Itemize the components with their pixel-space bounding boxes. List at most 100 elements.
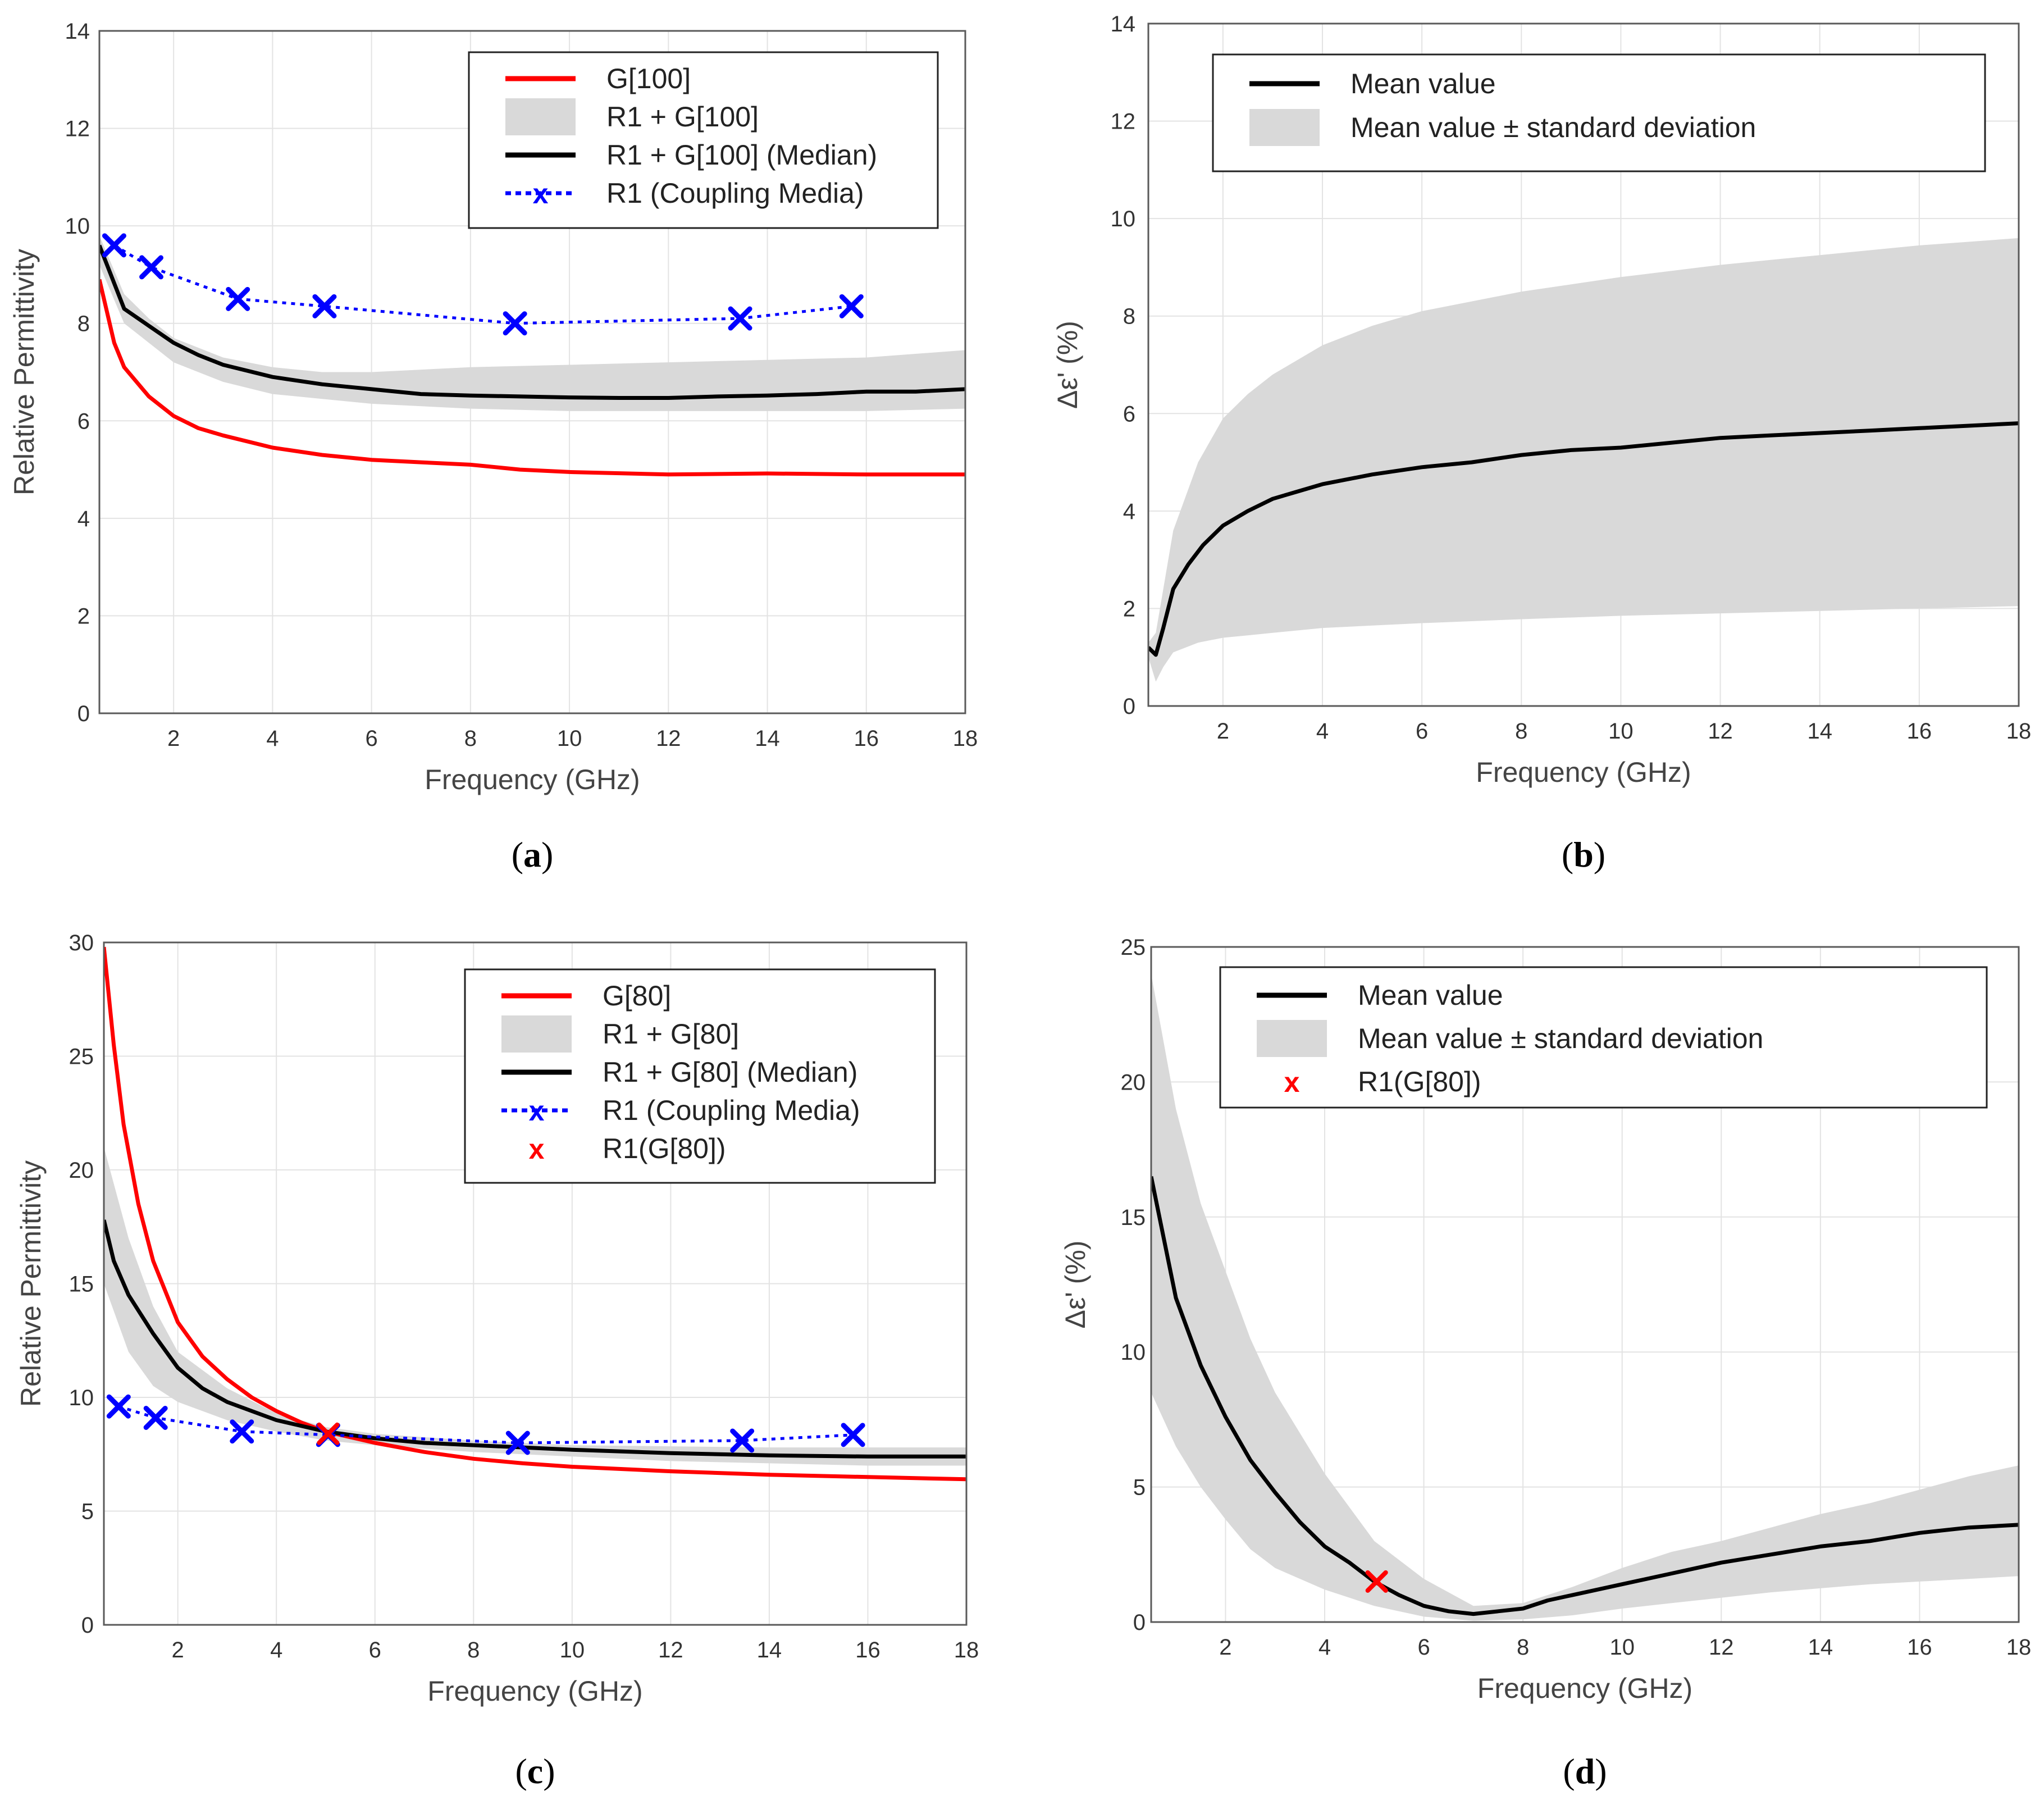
data-marker-red-x-stroke: [1365, 1570, 1388, 1593]
legend-item: G[100]: [505, 63, 691, 94]
data-marker-x-stroke: [730, 1428, 755, 1453]
x-tick-label: 14: [757, 1638, 782, 1662]
data-marker-x: [230, 1419, 254, 1444]
legend-item: Mean value: [1249, 68, 1496, 99]
legend-label: R1 (Coupling Media): [606, 177, 864, 209]
x-tick-label: 14: [1807, 719, 1832, 744]
legend-label: Mean value ± standard deviation: [1350, 112, 1756, 143]
axes-box: [1150, 946, 2020, 1623]
x-tick-label: 8: [464, 726, 477, 751]
data-marker-x-stroke: [143, 1405, 168, 1430]
series-line-d: [1151, 1176, 2019, 1616]
x-tick-label: 6: [1416, 719, 1428, 744]
data-marker-x-stroke: [728, 306, 752, 331]
legend-box: [1212, 53, 1986, 172]
legend-label: G[80]: [603, 980, 671, 1012]
legend-label: R1(G[80]): [603, 1133, 726, 1164]
legend-swatch-x: x: [1284, 1067, 1300, 1098]
legend-swatch-band: [1257, 1020, 1327, 1057]
x-tick-label: 4: [1318, 1635, 1331, 1660]
legend-label: Mean value: [1358, 980, 1503, 1011]
caption-paren-close: ): [541, 835, 553, 874]
legend-box: [468, 51, 939, 229]
data-marker-x-stroke: [505, 1431, 530, 1455]
legend-swatch-band: [501, 1015, 572, 1053]
series-band-b: [1148, 238, 2019, 682]
x-tick-label: 16: [855, 1638, 880, 1662]
caption-letter: b: [1573, 835, 1594, 874]
legend-label: Mean value ± standard deviation: [1358, 1023, 1763, 1054]
y-tick-label: 0: [1123, 694, 1135, 719]
y-tick-label: 2: [1123, 596, 1135, 621]
y-axis-label: Relative Permittivity: [8, 249, 40, 495]
caption-paren-open: (: [512, 835, 523, 874]
x-tick-label: 18: [2006, 719, 2032, 744]
data-marker-x: [106, 1394, 131, 1419]
x-tick-label: 14: [755, 726, 780, 751]
data-marker-x: [503, 311, 527, 336]
legend-label: R1 (Coupling Media): [603, 1095, 860, 1126]
series-band-a: [99, 235, 965, 411]
series-line-b: [1148, 421, 2019, 657]
y-tick-label: 10: [1121, 1340, 1146, 1365]
y-tick-label: 10: [69, 1386, 94, 1410]
y-tick-label: 10: [1111, 207, 1136, 231]
y-tick-label: 4: [77, 507, 90, 531]
y-axis-label: Relative Permittivity: [15, 1160, 47, 1407]
chart-panel-d: 2 4 6 8 10 12 14 16 18 0 5 10 15 20 25 Frequency (GHz) Δ…: [1060, 935, 2031, 1791]
legend: Mean value Mean value ± standard deviatio…: [1212, 53, 1986, 172]
x-tick-label: 2: [1219, 1635, 1231, 1660]
y-tick-label: 12: [65, 117, 90, 142]
data-marker-x: [839, 294, 864, 318]
x-tick-label: 18: [2006, 1635, 2032, 1660]
y-tick-label: 8: [77, 312, 90, 336]
panel-caption: (b): [1562, 835, 1605, 874]
x-tick-label: 16: [1907, 719, 1932, 744]
y-tick-label: 12: [1111, 110, 1136, 134]
data-marker-x: [312, 294, 337, 318]
data-marker-x: [226, 286, 250, 311]
data-marker-x: [841, 1423, 865, 1447]
x-tick-label: 18: [953, 726, 978, 751]
legend-item: R1 + G[80] (Median): [501, 1056, 857, 1088]
chart-panel-c: 2 4 6 8 10 12 14 16 18 0 5 10 15 20 25 30 Frequency (GHz…: [15, 931, 979, 1791]
data-marker-x-stroke: [226, 286, 250, 311]
series-layer: [99, 233, 965, 477]
legend-swatch-x: x: [529, 1133, 545, 1165]
caption-paren-open: (: [1563, 1751, 1575, 1791]
x-tick-label: 12: [656, 726, 681, 751]
y-tick-label: 30: [69, 931, 94, 955]
legend-swatch-band: [1249, 109, 1320, 146]
y-tick-label: 25: [1121, 935, 1146, 960]
series-line-a: [99, 244, 965, 400]
legend-item: x R1(G[80]): [529, 1133, 726, 1165]
legend-swatch-x: x: [529, 1095, 545, 1127]
y-tick-label: 5: [1133, 1475, 1146, 1500]
legend-item: x R1 (Coupling Media): [505, 177, 864, 209]
y-tick-label: 0: [77, 701, 90, 726]
axes-box: [98, 30, 966, 714]
legend-swatch-band: [505, 98, 576, 135]
data-marker-red-x-stroke: [317, 1422, 340, 1445]
data-marker-red-x: [317, 1422, 340, 1445]
panel-caption: (a): [512, 835, 554, 874]
x-tick-label: 12: [1709, 1635, 1734, 1660]
legend-label: Mean value: [1350, 68, 1496, 99]
x-tick-label: 2: [172, 1638, 184, 1662]
legend-swatch-x: x: [533, 178, 549, 209]
x-tick-label: 14: [1808, 1635, 1833, 1660]
caption-paren-close: ): [1594, 835, 1605, 874]
x-tick-label: 6: [1417, 1635, 1430, 1660]
caption-letter: c: [527, 1751, 543, 1791]
y-tick-label: 15: [1121, 1205, 1146, 1230]
x-axis-label: Frequency (GHz): [1476, 757, 1691, 788]
x-tick-label: 2: [1217, 719, 1229, 744]
legend-label: G[100]: [606, 63, 691, 94]
y-axis-label: Δε' (%): [1052, 321, 1083, 409]
series-layer: [104, 946, 966, 1482]
legend-label: R1(G[80]): [1358, 1066, 1481, 1097]
y-tick-label: 15: [69, 1272, 94, 1297]
legend-label: R1 + G[100]: [606, 101, 759, 133]
legend: G[100] R1 + G[100] R1 + G[100] (Median) x R1…: [468, 51, 939, 229]
y-tick-label: 10: [65, 214, 90, 239]
